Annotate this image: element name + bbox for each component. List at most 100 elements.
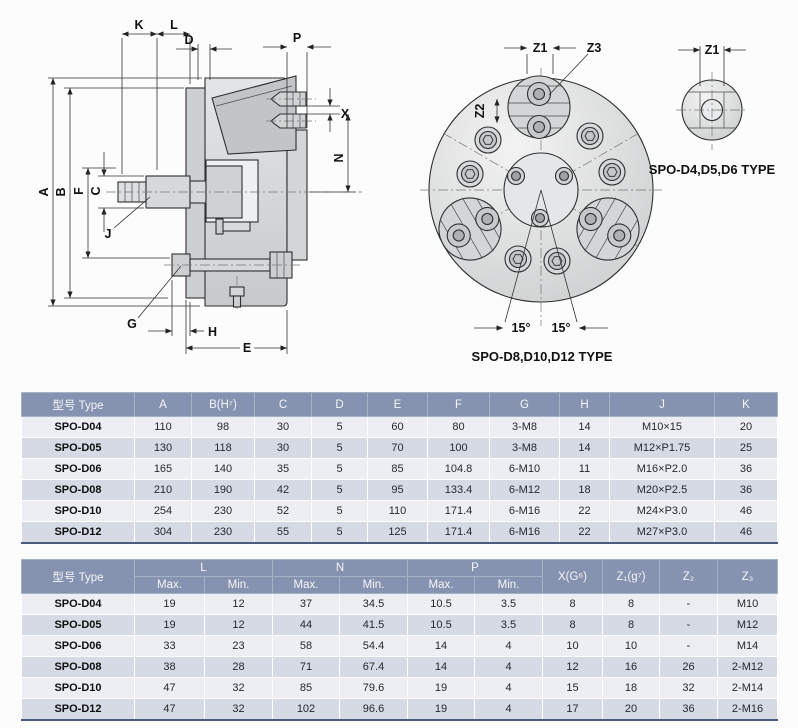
t1-header-col-10: K: [714, 392, 778, 417]
value-cell: 12: [542, 656, 604, 678]
dim-label-h: H: [208, 325, 217, 339]
value-cell: 20: [602, 698, 661, 720]
model-cell: SPO-D12: [21, 521, 135, 543]
value-cell: 95: [367, 479, 428, 501]
model-cell: SPO-D05: [21, 437, 135, 459]
model-cell: SPO-D04: [21, 593, 135, 615]
t1-header-col-4: D: [311, 392, 368, 417]
value-cell: 5: [311, 437, 368, 459]
dim-label-n: N: [332, 153, 346, 162]
t2-subheader-max: Max.: [407, 576, 475, 594]
pin-detail: [221, 221, 251, 232]
value-cell: -: [659, 614, 719, 636]
value-cell: 36: [714, 458, 778, 480]
dim-label-z1-small: Z1: [705, 43, 720, 57]
value-cell: 130: [134, 437, 192, 459]
value-cell: 6-M16: [489, 521, 560, 543]
t2-header-x: X(G⁶): [542, 559, 604, 594]
value-cell: 42: [254, 479, 312, 501]
value-cell: 10: [542, 635, 604, 657]
model-cell: SPO-D05: [21, 614, 135, 636]
table2-header-row-2: Max. Min. Max. Min. Max. Min.: [22, 576, 778, 594]
dim-label-a: A: [37, 187, 51, 196]
value-cell: 5: [311, 479, 368, 501]
table2-header-row-1: 型号 Type L N P X(G⁶) Z₁(g⁷) Z₂ Z₃: [21, 559, 779, 594]
t2-header-group-n: N: [272, 559, 408, 577]
value-cell: 55: [254, 521, 312, 543]
socket-screw: [576, 122, 604, 150]
value-cell: 3-M8: [489, 437, 560, 459]
socket-screw: [543, 247, 571, 275]
value-cell: 26: [659, 656, 719, 678]
technical-drawing: K L D P X N A B F C: [37, 18, 776, 364]
value-cell: 2-M16: [717, 698, 779, 720]
t1-header-col-7: G: [489, 392, 560, 417]
socket-screw: [474, 126, 502, 154]
value-cell: 210: [134, 479, 192, 501]
value-cell: 14: [559, 437, 610, 459]
value-cell: 4: [473, 677, 544, 699]
value-cell: 44: [272, 614, 340, 636]
value-cell: 3.5: [473, 614, 544, 636]
value-cell: 22: [559, 521, 610, 543]
model-cell: SPO-D06: [21, 635, 135, 657]
value-cell: 19: [134, 614, 205, 636]
jaw-top: [507, 75, 571, 140]
t1-header-col-6: F: [427, 392, 490, 417]
value-cell: 3.5: [473, 593, 544, 615]
value-cell: 35: [254, 458, 312, 480]
value-cell: 60: [367, 416, 428, 438]
value-cell: 80: [427, 416, 490, 438]
value-cell: 140: [191, 458, 255, 480]
value-cell: 6-M10: [489, 458, 560, 480]
dim-label-z1: Z1: [533, 41, 548, 55]
angle-label-left: 15°: [512, 321, 531, 335]
value-cell: 14: [559, 416, 610, 438]
value-cell: 8: [542, 593, 604, 615]
value-cell: 58: [272, 635, 340, 657]
value-cell: 304: [134, 521, 192, 543]
model-cell: SPO-D08: [21, 656, 135, 678]
value-cell: 16: [602, 656, 661, 678]
value-cell: 18: [559, 479, 610, 501]
value-cell: 23: [204, 635, 273, 657]
value-cell: 4: [473, 698, 544, 720]
t1-header-type: 型号 Type: [21, 392, 135, 417]
value-cell: 38: [134, 656, 205, 678]
value-cell: 85: [367, 458, 428, 480]
model-cell: SPO-D08: [21, 479, 135, 501]
value-cell: 37: [272, 593, 340, 615]
value-cell: 36: [659, 698, 719, 720]
value-cell: 125: [367, 521, 428, 543]
angle-label-right: 15°: [552, 321, 571, 335]
t2-header-group-p: P: [406, 559, 544, 577]
value-cell: M24×P3.0: [609, 500, 715, 522]
value-cell: 171.4: [427, 521, 490, 543]
dim-label-l: L: [170, 18, 178, 32]
small-front-view: Z1 SPO-D4,D5,D6 TYPE: [649, 43, 776, 177]
dim-label-p: P: [293, 31, 301, 45]
value-cell: 5: [311, 416, 368, 438]
dim-label-g: G: [127, 317, 137, 331]
value-cell: 12: [204, 614, 273, 636]
value-cell: 5: [311, 521, 368, 543]
value-cell: M12: [717, 614, 779, 636]
value-cell: 2-M14: [717, 677, 779, 699]
value-cell: 52: [254, 500, 312, 522]
dim-label-d: D: [184, 33, 193, 47]
value-cell: M16×P2.0: [609, 458, 715, 480]
socket-screw: [504, 245, 532, 273]
value-cell: M14: [717, 635, 779, 657]
value-cell: 67.4: [339, 656, 408, 678]
t2-subheader-min: Min.: [339, 576, 408, 594]
t2-subheader-max: Max.: [272, 576, 340, 594]
value-cell: 28: [204, 656, 273, 678]
dimension-table-stroke: 型号 Type L N P X(G⁶) Z₁(g⁷) Z₂ Z₃ Max. Mi…: [21, 559, 779, 721]
value-cell: 12: [204, 593, 273, 615]
dim-label-b: B: [54, 187, 68, 196]
dim-label-z3: Z3: [587, 41, 602, 55]
value-cell: 54.4: [339, 635, 408, 657]
value-cell: 118: [191, 437, 255, 459]
value-cell: 6-M16: [489, 500, 560, 522]
value-cell: 5: [311, 500, 368, 522]
